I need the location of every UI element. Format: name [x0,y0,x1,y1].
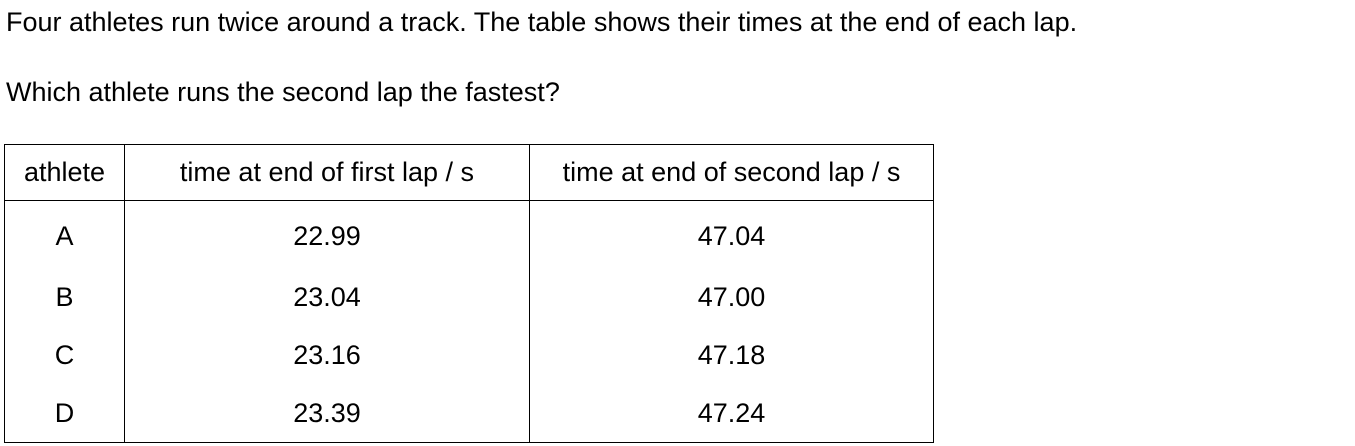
second-lap-cell: 47.24 [529,384,934,443]
header-second-lap: time at end of second lap / s [529,144,934,201]
lap-times-table: athlete time at end of first lap / s tim… [4,144,934,443]
second-lap-cell: 47.00 [529,268,934,327]
first-lap-cell: 23.16 [124,326,530,385]
first-lap-cell: 22.99 [124,200,530,269]
table-row: A 22.99 47.04 [4,200,934,269]
athlete-cell: C [4,326,125,385]
athlete-cell: D [4,384,125,443]
table-row: B 23.04 47.00 [4,268,934,327]
athlete-cell: A [4,200,125,269]
second-lap-cell: 47.04 [529,200,934,269]
athlete-cell: B [4,268,125,327]
intro-text: Four athletes run twice around a track. … [6,7,1078,37]
table-header-row: athlete time at end of first lap / s tim… [4,144,934,201]
table-row: D 23.39 47.24 [4,384,934,443]
first-lap-cell: 23.39 [124,384,530,443]
header-first-lap: time at end of first lap / s [124,144,530,201]
header-athlete: athlete [4,144,125,201]
table-row: C 23.16 47.18 [4,326,934,385]
question-text: Which athlete runs the second lap the fa… [6,77,560,107]
first-lap-cell: 23.04 [124,268,530,327]
second-lap-cell: 47.18 [529,326,934,385]
